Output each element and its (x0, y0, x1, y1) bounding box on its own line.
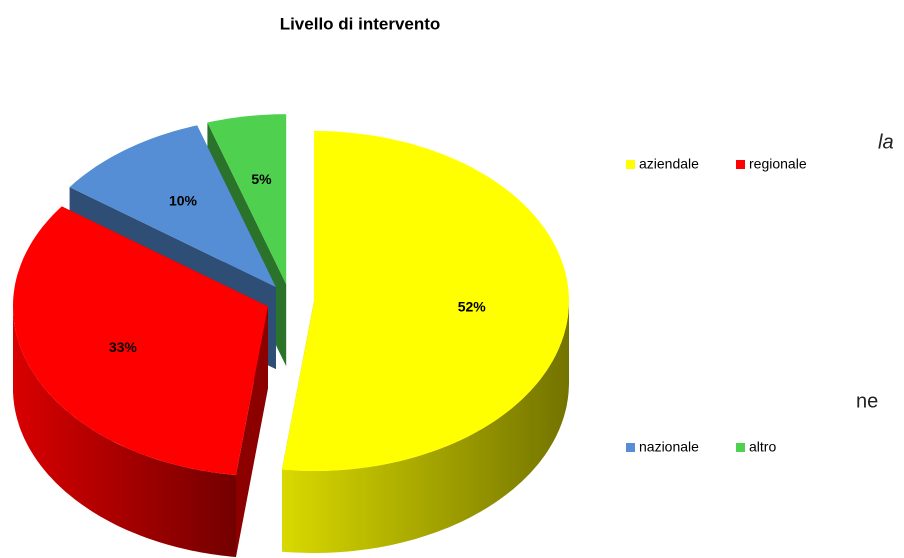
slice-wall (282, 301, 569, 553)
chart-title: Livello di intervento (280, 14, 441, 33)
legend-swatch (736, 160, 745, 169)
annotation: la (878, 131, 894, 153)
slice-wall (13, 306, 236, 557)
annotation: ne (856, 390, 878, 412)
slice (282, 131, 569, 471)
legend-label: aziendale (639, 156, 699, 172)
legend-swatch (736, 443, 745, 452)
legend-label: altro (749, 439, 776, 455)
legend-label: nazionale (639, 439, 699, 455)
data-label: 52% (458, 298, 487, 314)
legend-swatch (626, 443, 635, 452)
slice (69, 125, 276, 288)
slice (13, 206, 268, 475)
data-label: 5% (251, 171, 272, 187)
slice (207, 114, 287, 285)
legend-swatch (626, 160, 635, 169)
data-label: 33% (109, 339, 138, 355)
legend-label: regionale (749, 156, 807, 172)
data-label: 10% (169, 192, 198, 208)
